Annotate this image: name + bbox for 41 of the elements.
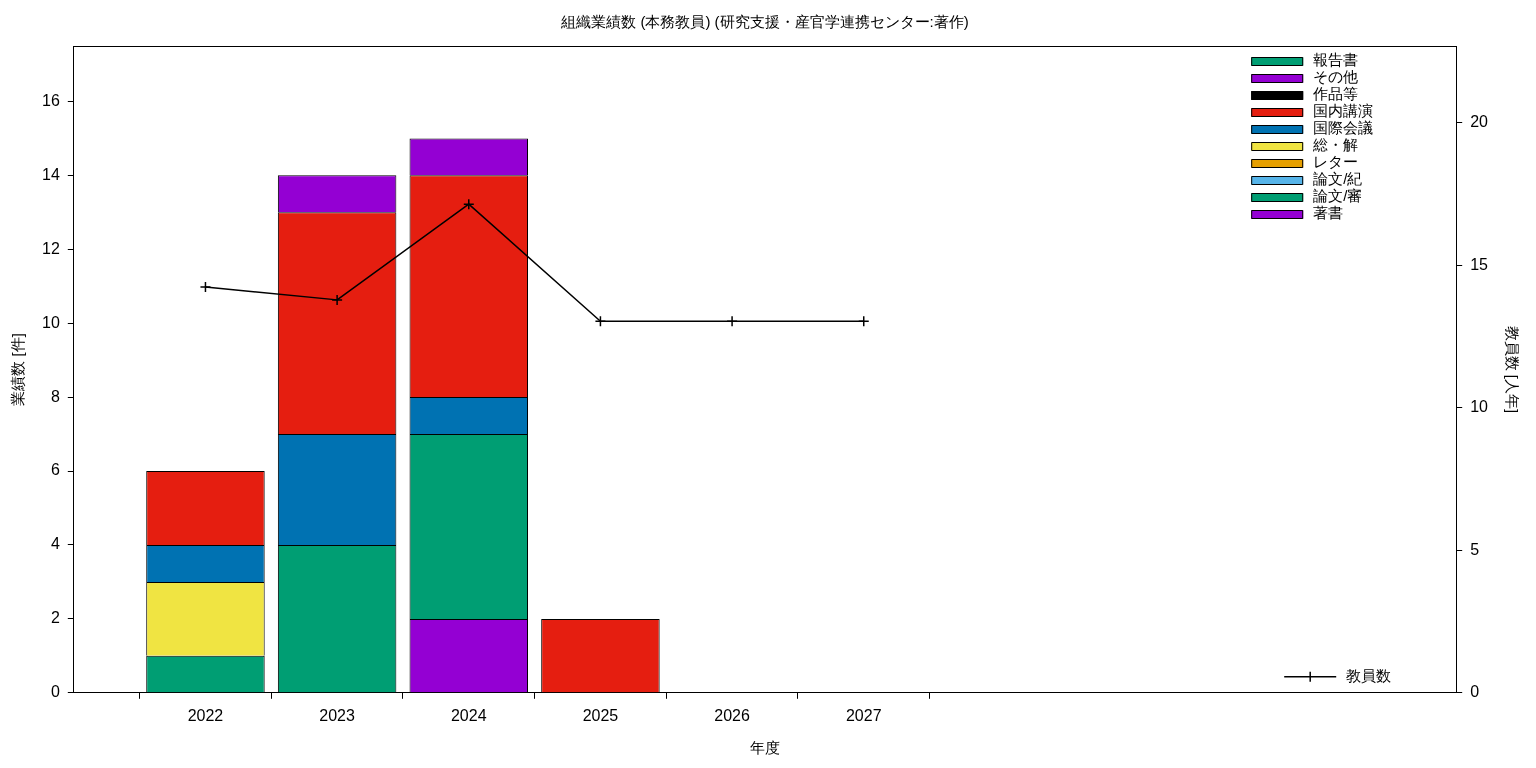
legend-label: 国際会議 (1313, 119, 1374, 137)
legend-label: 教員数 (1346, 666, 1392, 684)
x-tick-label: 2024 (450, 706, 487, 724)
point (463, 198, 475, 210)
x-axis-title: 年度 (750, 739, 780, 757)
y2-tick-label: 20 (1470, 113, 1489, 131)
y-tick-label: 2 (50, 609, 60, 627)
x-tick-label: 2027 (845, 706, 882, 724)
legend-label: 論文/紀 (1313, 170, 1363, 188)
legend-label: 著書 (1313, 204, 1344, 222)
y-tick-label: 4 (50, 535, 60, 553)
legend-label: レター (1313, 153, 1359, 171)
legend-label: 作品等 (1312, 85, 1359, 103)
point (594, 315, 607, 327)
x-tick-label: 2022 (187, 706, 224, 724)
point (726, 315, 738, 327)
legend-label: 国内講演 (1313, 102, 1374, 120)
y-tick-label: 16 (42, 91, 60, 109)
y-tick-label: 6 (50, 461, 60, 479)
legend-label: 報告書 (1313, 51, 1359, 69)
legend-label: 論文/審 (1313, 187, 1363, 205)
y-tick-label: 10 (42, 313, 60, 331)
y2-tick-label: 0 (1470, 683, 1480, 701)
x-tick-label: 2026 (714, 706, 750, 724)
legend-label: その他 (1313, 68, 1359, 86)
point (331, 294, 343, 306)
legend-label: 総・解 (1312, 136, 1359, 154)
chart-title: 組織業績数 (本務教員) (研究支援・産官学連携センター:著作) (560, 13, 969, 31)
x-tick-label: 2023 (319, 706, 356, 724)
y2-tick-label: 10 (1470, 398, 1489, 416)
y2-tick-label: 5 (1470, 540, 1480, 558)
y-tick-label: 0 (50, 683, 60, 701)
y2-axis-title: 教員数 [人年] (1503, 325, 1521, 414)
y-axis-title: 業績数 [件] (9, 333, 27, 406)
y2-tick-label: 15 (1470, 255, 1489, 273)
point (199, 281, 212, 293)
y-tick-label: 8 (50, 387, 60, 405)
x-tick-label: 2025 (582, 706, 619, 724)
point (857, 315, 870, 327)
y-tick-label: 14 (42, 165, 60, 183)
y-tick-label: 12 (42, 239, 60, 257)
